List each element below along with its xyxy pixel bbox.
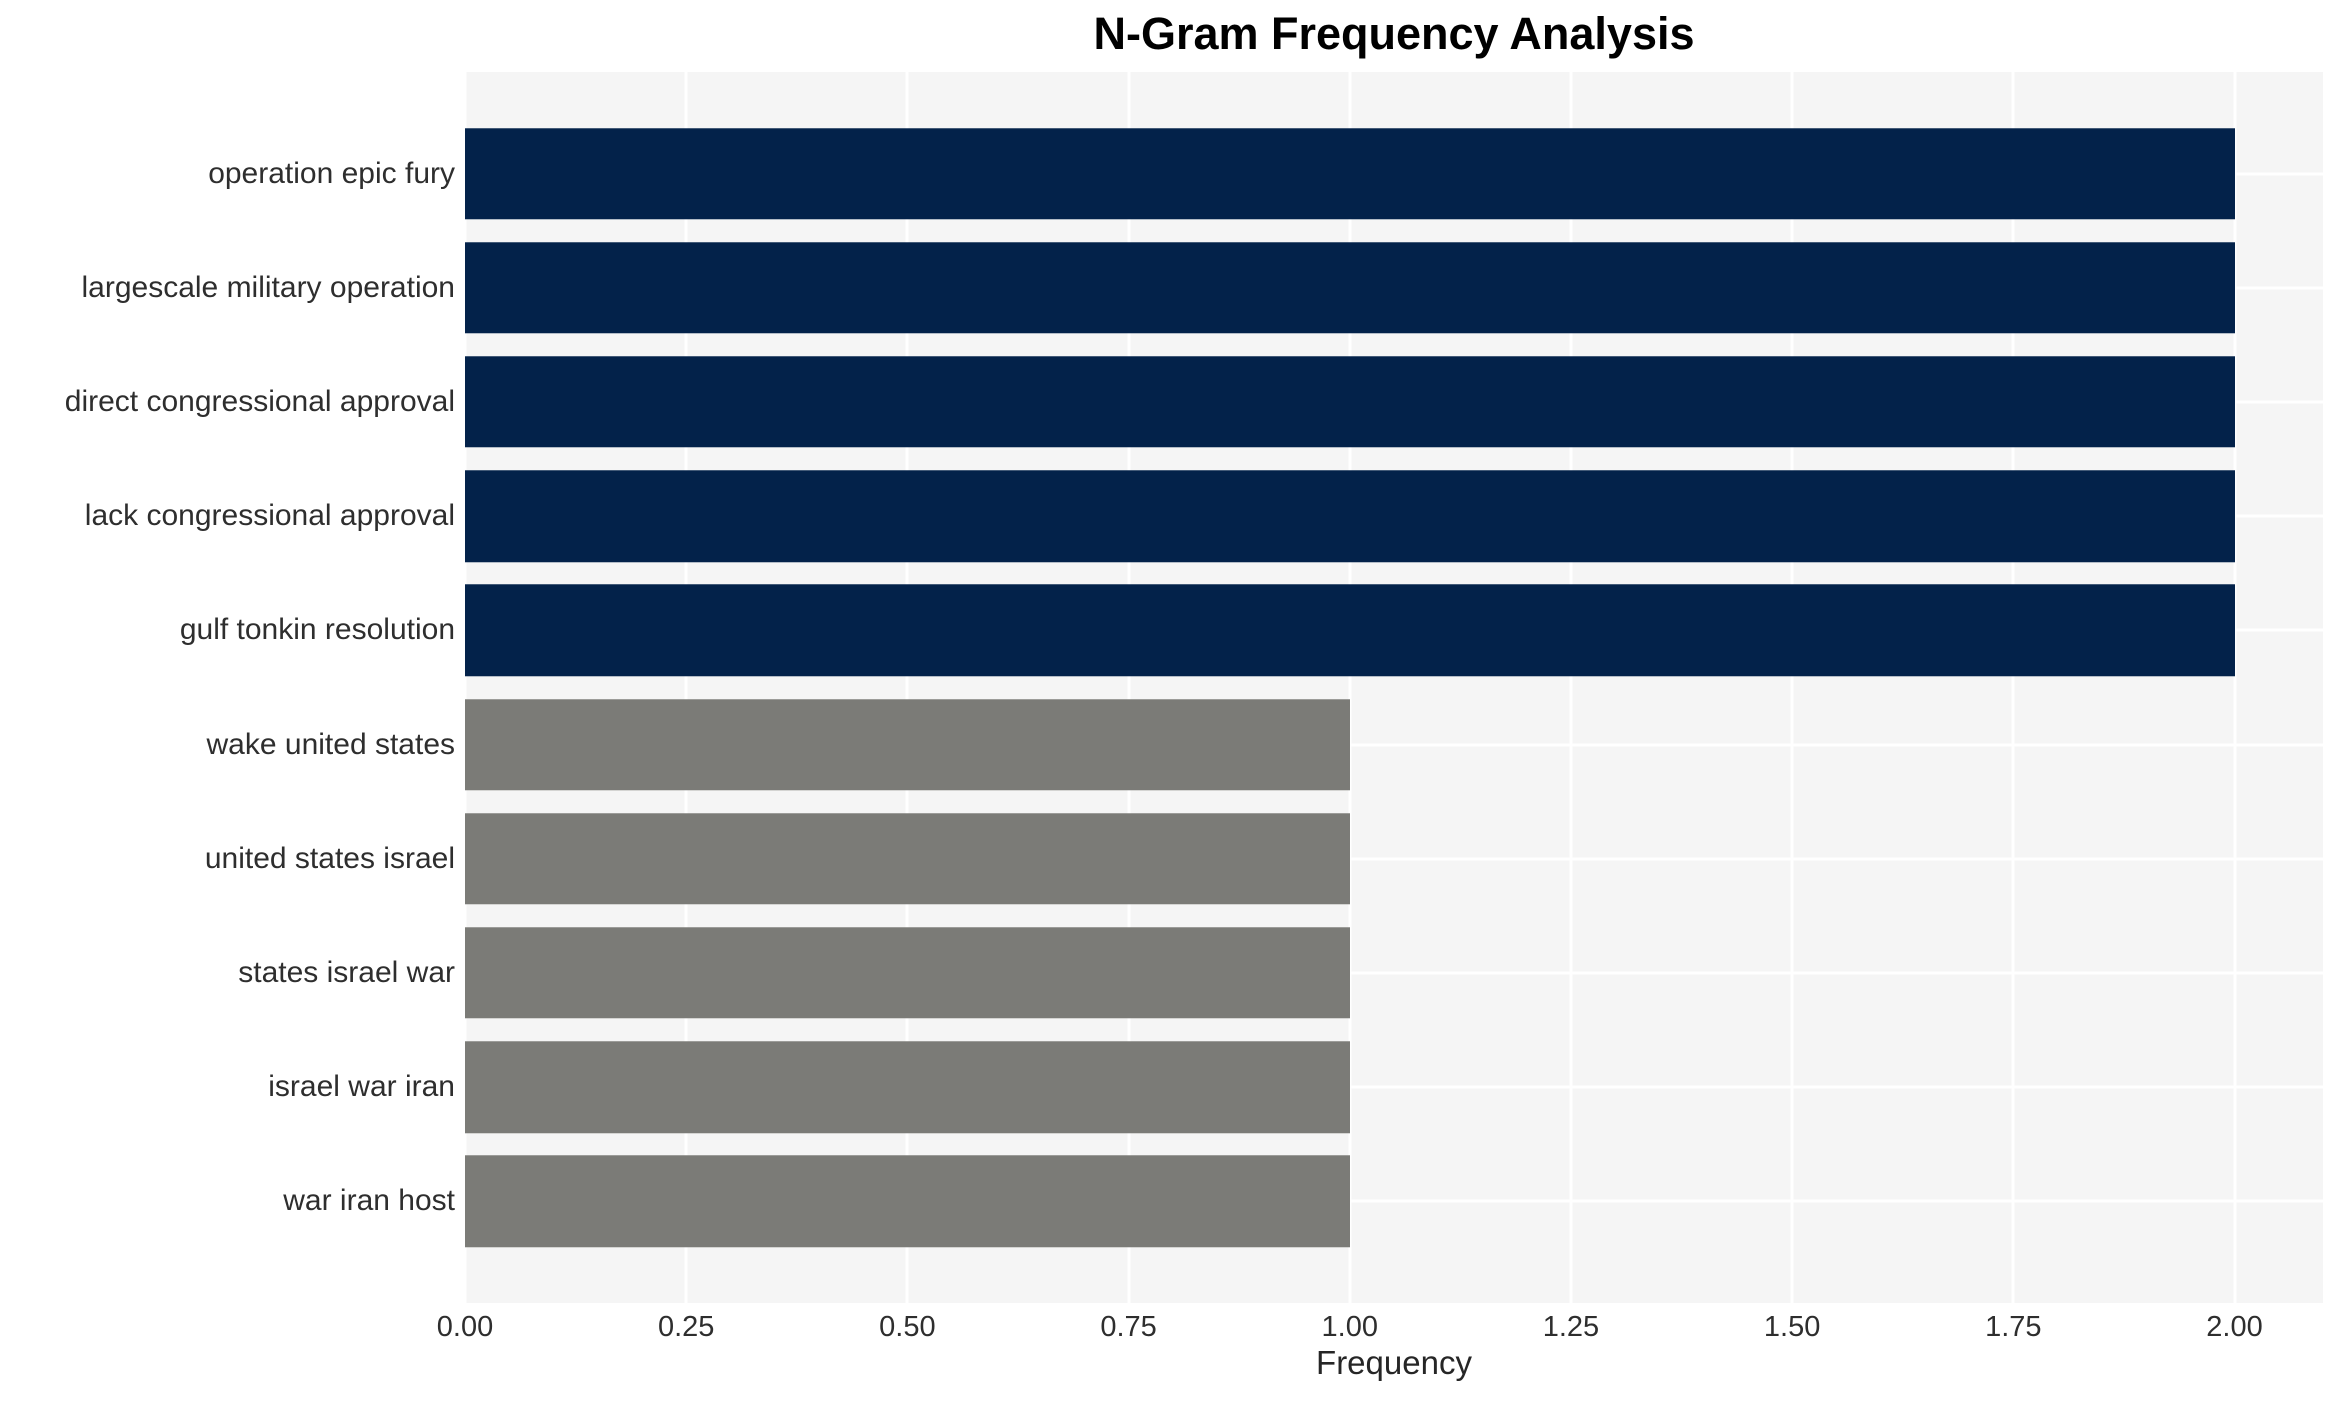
x-tick-label: 0.50 xyxy=(879,1311,936,1343)
y-tick-label: united states israel xyxy=(204,841,455,875)
x-tick-label: 0.00 xyxy=(436,1311,494,1343)
x-tick-label: 1.25 xyxy=(1542,1311,1600,1343)
bar-united-states-israel xyxy=(465,813,1350,905)
gridline-horizontal xyxy=(465,1085,2323,1089)
gridline-horizontal xyxy=(465,743,2323,747)
gridline-vertical xyxy=(1348,72,1352,1303)
bar-operation-epic-fury xyxy=(465,127,2235,220)
bar-direct-congressional-approval xyxy=(465,356,2235,448)
bar-war-iran-host xyxy=(465,1155,1350,1248)
y-tick-label: operation epic fury xyxy=(208,156,455,190)
x-tick-label: 0.75 xyxy=(1100,1311,1157,1343)
y-tick-label: wake united states xyxy=(206,727,455,761)
y-axis-category-labels: operation epic fury largescale military o… xyxy=(0,72,455,1303)
x-tick-label: 1.75 xyxy=(1985,1311,2042,1343)
gridline-vertical xyxy=(2233,72,2237,1303)
x-axis-title: Frequency xyxy=(1316,1344,1472,1381)
gridline-vertical xyxy=(684,72,688,1303)
bar-largescale-military-operation xyxy=(465,242,2235,334)
chart-title: N-Gram Frequency Analysis xyxy=(1093,8,1695,59)
gridline-vertical xyxy=(463,72,467,1303)
bar-lack-congressional-approval xyxy=(465,470,2235,562)
gridline-vertical xyxy=(1127,72,1131,1303)
y-tick-label: states israel war xyxy=(238,956,455,990)
bar-israel-war-iran xyxy=(465,1041,1350,1133)
x-tick-label: 0.25 xyxy=(657,1311,715,1343)
gridline-horizontal xyxy=(465,857,2323,861)
gridline-horizontal xyxy=(465,971,2323,975)
bar-wake-united-states xyxy=(465,698,1350,791)
y-tick-label: war iran host xyxy=(283,1184,455,1218)
gridline-horizontal xyxy=(465,1199,2323,1203)
x-tick-label: 1.50 xyxy=(1763,1311,1821,1343)
y-tick-label: direct congressional approval xyxy=(64,384,455,418)
x-tick-label: 1.00 xyxy=(1321,1311,1378,1343)
x-tick-label: 2.00 xyxy=(2206,1311,2263,1343)
x-axis-ticks: 0.00 0.25 0.50 0.75 1.00 1.25 1.50 1.75 2.00 xyxy=(437,1303,2323,1345)
y-tick-label: lack congressional approval xyxy=(84,499,455,533)
gridline-vertical xyxy=(905,72,909,1303)
gridline-vertical xyxy=(1569,72,1573,1303)
plot-area xyxy=(463,72,2323,1303)
y-tick-label: gulf tonkin resolution xyxy=(179,613,455,647)
gridline-vertical xyxy=(2011,72,2015,1303)
y-tick-label: israel war iran xyxy=(268,1070,455,1104)
y-tick-label: largescale military operation xyxy=(81,270,455,304)
gridline-vertical xyxy=(1790,72,1794,1303)
bar-gulf-tonkin-resolution xyxy=(465,584,2235,677)
bar-states-israel-war xyxy=(465,927,1350,1019)
